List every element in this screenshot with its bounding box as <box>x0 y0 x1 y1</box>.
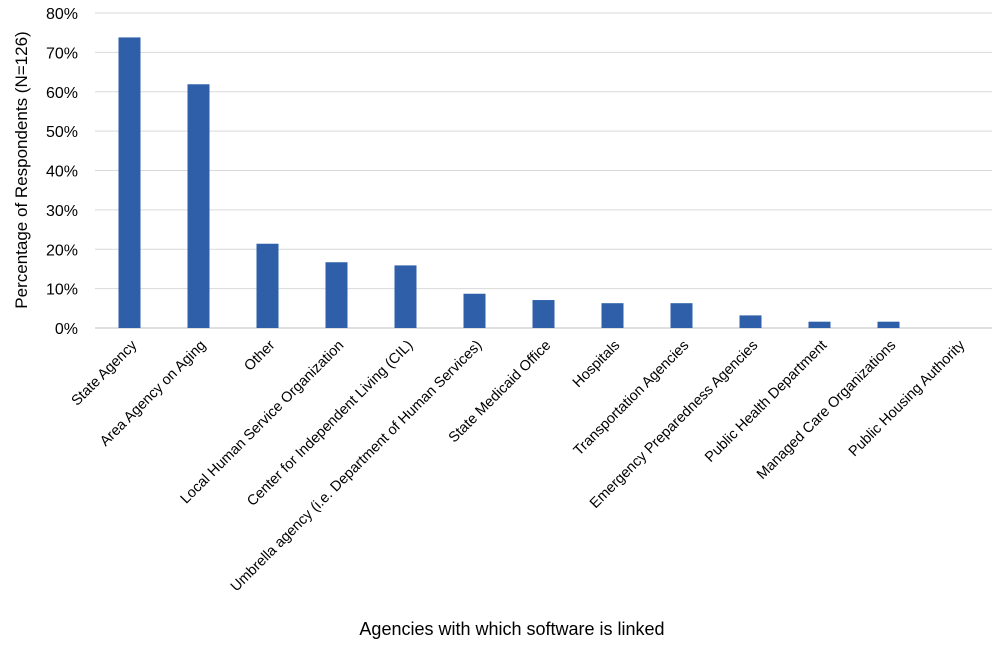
x-tick-label: State Agency <box>69 337 141 409</box>
bar <box>187 84 210 328</box>
x-tick-label: Other <box>241 337 278 374</box>
gridlines <box>95 12 992 329</box>
x-tick-label: Transportation Agencies <box>571 338 693 460</box>
bar <box>670 303 693 328</box>
x-tick-label: Managed Care Organizations <box>754 338 899 483</box>
bar <box>739 315 762 328</box>
y-tick-label: 20% <box>46 242 78 259</box>
y-tick-label: 50% <box>46 124 78 141</box>
x-axis-title: Agencies with which software is linked <box>359 619 664 639</box>
x-tick-label: Hospitals <box>570 338 623 391</box>
y-axis-ticks: 0% 10% 20% 30% 40% 50% 60% 70% 80% <box>46 6 78 338</box>
y-tick-label: 10% <box>46 282 78 299</box>
y-tick-label: 0% <box>55 321 78 338</box>
y-tick-label: 60% <box>46 85 78 102</box>
y-tick-label: 40% <box>46 164 78 181</box>
bar <box>877 321 900 328</box>
bars <box>118 37 900 328</box>
y-axis-title: Percentage of Respondents (N=126) <box>12 31 31 308</box>
bar <box>118 37 141 328</box>
y-tick-label: 80% <box>46 6 78 23</box>
bar <box>808 321 831 328</box>
y-tick-label: 30% <box>46 203 78 220</box>
bar <box>325 262 348 328</box>
x-tick-label: Umbrella agency (i.e. Department of Huma… <box>228 338 485 595</box>
bar <box>256 243 279 328</box>
bar <box>532 300 555 328</box>
bar <box>601 303 624 328</box>
bar <box>463 293 486 328</box>
x-tick-label: Public Health Department <box>702 338 830 466</box>
x-tick-label: Public Housing Authority <box>846 337 969 460</box>
bar <box>394 265 417 328</box>
y-tick-label: 70% <box>46 45 78 62</box>
